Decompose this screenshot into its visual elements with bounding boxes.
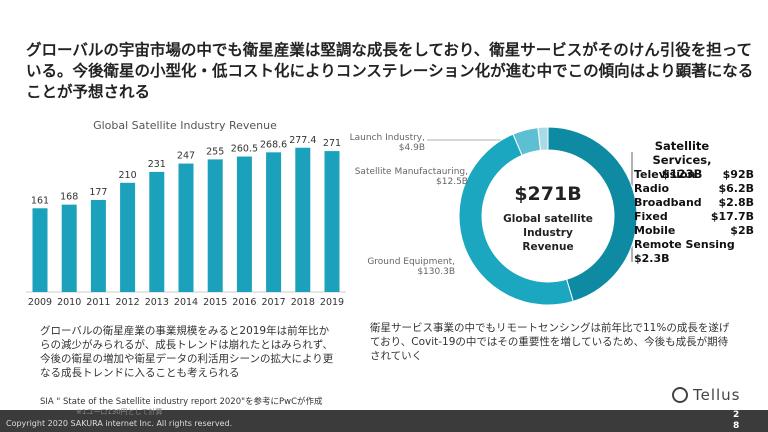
bar xyxy=(32,208,48,292)
chart-title: Global Satellite Industry Revenue xyxy=(93,119,277,132)
breakdown-value: $2.8B xyxy=(718,196,754,209)
breakdown-name: Radio xyxy=(634,182,670,195)
services-breakdown: Television $92B Radio $6.2B Broadband $2.8B Fi… xyxy=(634,168,754,266)
data-label: 271 xyxy=(323,138,341,149)
footer: Copyright 2020 SAKURA internet Inc. All … xyxy=(6,419,233,428)
data-label: 161 xyxy=(31,195,49,206)
donut-value-label: $12.5B xyxy=(436,177,468,187)
breakdown-value: $92B xyxy=(722,168,754,181)
breakdown-row: Remote Sensing $2.3B xyxy=(634,238,754,266)
bar xyxy=(207,159,223,292)
breakdown-row: Broadband $2.8B xyxy=(634,196,754,210)
donut-value-label: $130.3B xyxy=(417,267,455,277)
breakdown-name: Mobile xyxy=(634,224,676,237)
data-label: 255 xyxy=(206,146,224,157)
breakdown-row: Television $92B xyxy=(634,168,754,182)
data-label: 168 xyxy=(60,192,78,203)
donut-segment xyxy=(458,133,574,306)
page-number: 28 xyxy=(733,410,740,431)
donut-segment xyxy=(537,126,549,151)
data-label: 177 xyxy=(89,187,107,198)
donut-value-label: $123B xyxy=(661,167,703,181)
breakdown-row: Fixed $17.7B xyxy=(634,210,754,224)
breakdown-value: $2.3B xyxy=(634,252,670,265)
x-tick-label: 2019 xyxy=(320,297,344,308)
x-tick-label: 2010 xyxy=(57,297,81,308)
source: SIA " State of the Satellite industry re… xyxy=(40,397,323,407)
donut-category: Satellite Manufactauring, xyxy=(354,167,468,177)
donut-segment xyxy=(547,126,638,302)
breakdown-name: Remote Sensing xyxy=(634,238,735,251)
note: ※1ユーロ130円として計算 xyxy=(76,408,163,416)
donut-category: Ground Equipment, xyxy=(367,257,455,267)
donut-value-label: $4.9B xyxy=(398,143,425,153)
donut-label: Launch Industry, $4.9B xyxy=(320,133,425,153)
bar xyxy=(90,199,106,292)
center-subtitle: Global satellite Industry Revenue xyxy=(503,213,593,253)
bar xyxy=(266,152,282,292)
breakdown-value: $17.7B xyxy=(710,210,754,223)
breakdown-row: Radio $6.2B xyxy=(634,182,754,196)
x-tick-label: 2016 xyxy=(232,297,256,308)
bar xyxy=(149,171,165,292)
x-tick-label: 2011 xyxy=(86,297,110,308)
right-text: 衛星サービス事業の中でもリモートセンシングは前年比で11%の成長を遂げており、C… xyxy=(370,322,730,362)
x-tick-label: 2013 xyxy=(145,297,169,308)
data-label: 260.5 xyxy=(231,144,258,155)
donut-label: Ground Equipment, $130.3B xyxy=(340,257,455,277)
donut-category: Satellite Services, xyxy=(652,139,712,167)
bar xyxy=(295,147,311,292)
breakdown-name: Television xyxy=(634,168,696,181)
data-label: 247 xyxy=(177,151,195,162)
bar xyxy=(120,182,136,292)
data-label: 210 xyxy=(119,170,137,181)
breakdown-name: Broadband xyxy=(634,196,702,209)
x-tick-label: 2015 xyxy=(203,297,227,308)
breakdown-row: Mobile $2B xyxy=(634,224,754,238)
breakdown-value: $2B xyxy=(730,224,754,237)
donut-category: Launch Industry, xyxy=(349,133,425,143)
bar xyxy=(324,151,340,292)
left-text: グローバルの衛星産業の事業規模をみると2019年は前年比からの減少がみられるが、… xyxy=(40,325,334,379)
breakdown-name: Fixed xyxy=(634,210,668,223)
x-tick-label: 2014 xyxy=(174,297,198,308)
x-tick-label: 2017 xyxy=(262,297,286,308)
logo-icon xyxy=(672,387,688,403)
x-tick-label: 2009 xyxy=(28,297,52,308)
center-label: $271B xyxy=(514,183,581,205)
donut-label: Satellite Services, $123B xyxy=(632,139,732,181)
donut-label: Satellite Manufactauring, $12.5B xyxy=(340,167,468,187)
bar xyxy=(236,156,252,292)
bar xyxy=(61,204,77,292)
bar xyxy=(178,163,194,292)
data-label: 268.6 xyxy=(260,139,287,150)
data-label: 277.4 xyxy=(289,135,316,146)
headline: グローバルの宇宙市場の中でも衛星産業は堅調な成長をしており、衛星サービスがそのけ… xyxy=(26,41,754,101)
data-label: 231 xyxy=(148,159,166,170)
breakdown-value: $6.2B xyxy=(718,182,754,195)
footer-bar xyxy=(0,410,768,432)
x-tick-label: 2018 xyxy=(291,297,315,308)
logo: Tellus xyxy=(693,386,741,404)
x-tick-label: 2012 xyxy=(116,297,140,308)
